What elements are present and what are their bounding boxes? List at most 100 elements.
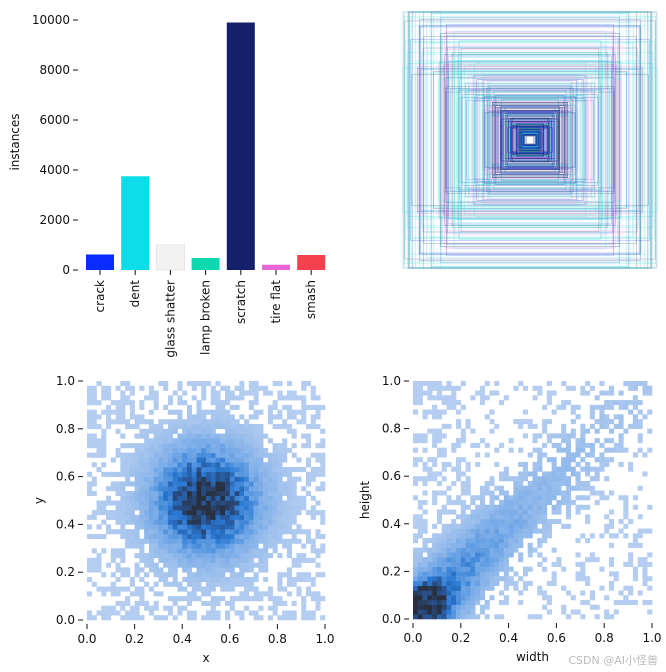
heatmap-cell <box>91 424 97 430</box>
x-tick-label: smash <box>304 280 318 319</box>
heatmap-cell <box>210 486 216 492</box>
heatmap-cell <box>470 442 476 448</box>
heatmap-cell <box>561 471 567 477</box>
heatmap-cell <box>167 548 173 554</box>
heatmap-cell <box>253 553 259 559</box>
heatmap-cell <box>244 510 250 516</box>
heatmap-cell <box>186 576 193 583</box>
heatmap-cell <box>129 443 135 449</box>
heatmap-cell <box>310 615 316 621</box>
x-tick-label: 0.6 <box>220 632 239 646</box>
heatmap-cell <box>229 471 235 477</box>
heatmap-cell <box>282 457 288 463</box>
heatmap-cell <box>148 529 154 535</box>
heatmap-cell <box>551 480 557 487</box>
heatmap-cell <box>148 495 154 501</box>
bbox-outline <box>440 17 620 263</box>
heatmap-cell <box>129 500 135 506</box>
heatmap-cell <box>432 409 438 415</box>
heatmap-cell <box>561 609 567 615</box>
heatmap-cell <box>475 614 481 620</box>
heatmap-cell <box>229 390 235 396</box>
heatmap-cell <box>479 576 485 582</box>
heatmap-cell <box>499 476 505 482</box>
heatmap-cell <box>532 528 538 534</box>
heatmap-cell <box>182 557 188 563</box>
heatmap-cell <box>186 505 193 511</box>
heatmap-cell <box>422 509 428 515</box>
heatmap-cell <box>522 509 529 515</box>
heatmap-cell <box>110 500 116 506</box>
heatmap-cell <box>191 486 197 492</box>
heatmap-cell <box>101 438 107 444</box>
heatmap-cell <box>120 600 126 606</box>
heatmap-cell <box>451 385 457 391</box>
heatmap-cell <box>417 566 423 572</box>
bbox-outline <box>471 89 589 191</box>
heatmap-cell <box>456 547 462 553</box>
heatmap-cell <box>286 404 292 410</box>
heatmap-cell <box>451 466 457 472</box>
heatmap-cell <box>253 433 259 439</box>
heatmap-cell <box>267 490 273 497</box>
heatmap-cell <box>148 424 154 430</box>
heatmap-cell <box>172 424 178 430</box>
heatmap-cell <box>286 615 292 621</box>
heatmap-cell <box>451 533 457 539</box>
heatmap-cell <box>647 447 653 453</box>
heatmap-cell <box>144 481 150 487</box>
heatmap-cell <box>163 495 169 501</box>
heatmap-cell <box>196 404 202 410</box>
heatmap-cell <box>556 561 562 567</box>
heatmap-cell <box>585 557 591 563</box>
heatmap-cell <box>172 557 178 563</box>
heatmap-cell <box>479 504 485 510</box>
heatmap-cell <box>177 596 183 602</box>
heatmap-cell <box>565 509 572 515</box>
heatmap-cell <box>201 615 207 621</box>
bbox-outline <box>439 33 621 247</box>
heatmap-cell <box>153 548 159 554</box>
heatmap-cell <box>475 547 481 553</box>
heatmap-cell <box>210 514 216 520</box>
heatmap-cell <box>456 604 462 610</box>
heatmap-cell <box>158 533 164 540</box>
heatmap-cell <box>513 504 519 510</box>
heatmap-cell <box>215 610 221 616</box>
heatmap-cell <box>436 542 442 548</box>
heatmap-cell <box>565 485 572 491</box>
heatmap-cell <box>556 504 562 510</box>
heatmap-cell <box>172 428 178 434</box>
heatmap-cell <box>115 481 121 487</box>
heatmap-cell <box>282 500 288 506</box>
bbox-outline <box>506 116 554 164</box>
heatmap-cell <box>272 610 278 616</box>
heatmap-cell <box>163 486 169 492</box>
heatmap-cell <box>134 467 140 473</box>
heatmap-cell <box>537 461 543 467</box>
heatmap-cell <box>234 476 240 482</box>
heatmap-cell <box>239 543 245 549</box>
heatmap-cell <box>561 500 567 506</box>
heatmap-cell <box>642 452 648 458</box>
heatmap-cell <box>210 596 216 602</box>
heatmap-cell <box>115 500 121 506</box>
heatmap-cell <box>215 467 221 473</box>
heatmap-cell <box>153 400 159 406</box>
heatmap-cell <box>144 524 150 530</box>
heatmap-cell <box>451 480 457 487</box>
heatmap-cell <box>201 414 207 420</box>
heatmap-cell <box>460 381 466 387</box>
heatmap-cell <box>556 519 562 525</box>
heatmap-cell <box>432 609 438 615</box>
heatmap-cell <box>225 533 231 540</box>
bbox-outline <box>468 84 592 196</box>
heatmap-cell <box>134 572 140 578</box>
heatmap-cell <box>158 572 164 578</box>
heatmap-cell <box>244 419 250 425</box>
heatmap-cell <box>499 538 505 544</box>
heatmap-cell <box>594 438 600 444</box>
heatmap-cell <box>310 476 316 482</box>
heatmap-cell <box>172 510 178 516</box>
heatmap-cell <box>234 557 240 563</box>
